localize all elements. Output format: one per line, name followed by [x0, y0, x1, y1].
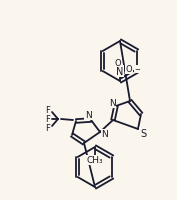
Text: O: O [126, 65, 132, 74]
Text: F: F [45, 106, 50, 115]
Text: F: F [45, 115, 50, 124]
Text: N: N [85, 111, 91, 120]
Text: N: N [116, 67, 124, 77]
Text: −: − [134, 67, 140, 73]
Text: N: N [109, 99, 115, 108]
Text: CH₃: CH₃ [87, 156, 103, 165]
Text: F: F [45, 124, 50, 133]
Text: O: O [115, 58, 121, 67]
Text: N: N [102, 130, 108, 139]
Text: S: S [140, 128, 146, 138]
